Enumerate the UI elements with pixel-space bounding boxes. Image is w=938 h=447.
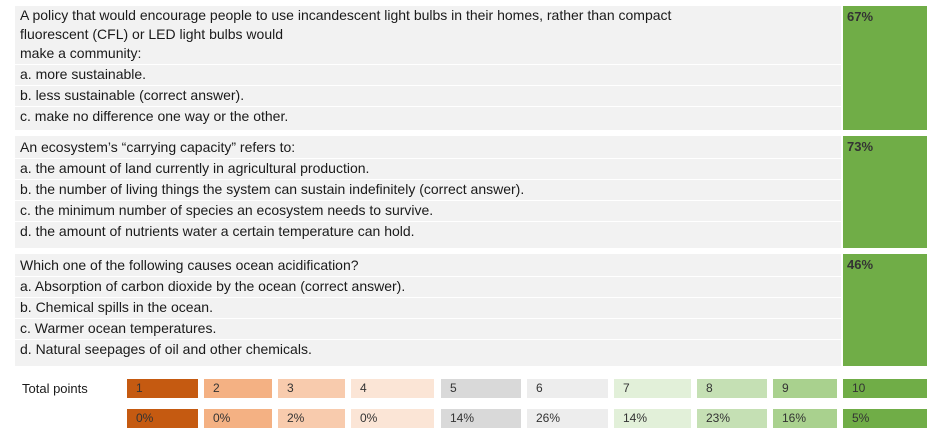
percent-cell-1: 0% [127, 409, 198, 428]
percent-cell-3: 2% [278, 409, 345, 428]
question-3: Which one of the following causes ocean … [15, 254, 841, 366]
question-2-option-d: d. the amount of nutrients water a certa… [20, 223, 415, 239]
question-3-option-b: b. Chemical spills in the ocean. [15, 298, 841, 319]
question-2: An ecosystem’s “carrying capacity” refer… [15, 136, 841, 248]
points-cell-2: 2 [204, 379, 272, 398]
points-cell-7: 7 [614, 379, 691, 398]
question-1-option-b: b. less sustainable (correct answer). [15, 86, 841, 107]
percent-cell-10: 5% [843, 409, 927, 428]
points-cell-6: 6 [527, 379, 608, 398]
question-1-line: make a community: [15, 44, 841, 65]
question-1-percent: 67% [843, 6, 927, 130]
question-1: A policy that would encourage people to … [15, 6, 841, 130]
total-points-label: Total points [22, 381, 88, 396]
question-3-option-d: d. Natural seepages of oil and other che… [20, 341, 312, 357]
question-1-line: A policy that would encourage people to … [20, 7, 672, 23]
percent-cell-9: 16% [773, 409, 837, 428]
question-3-prompt: Which one of the following causes ocean … [15, 254, 841, 277]
percent-cell-7: 14% [614, 409, 691, 428]
points-cell-8: 8 [697, 379, 767, 398]
percent-cell-4: 0% [351, 409, 434, 428]
points-cell-10: 10 [843, 379, 927, 398]
percent-cell-5: 14% [441, 409, 521, 428]
percent-cell-6: 26% [527, 409, 608, 428]
question-2-option-b: b. the number of living things the syste… [15, 180, 841, 201]
question-3-option-a: a. Absorption of carbon dioxide by the o… [15, 277, 841, 298]
points-cell-4: 4 [351, 379, 434, 398]
points-cell-3: 3 [278, 379, 345, 398]
question-2-percent: 73% [843, 136, 927, 248]
percent-cell-2: 0% [204, 409, 272, 428]
question-1-option-c: c. make no difference one way or the oth… [20, 108, 289, 124]
points-cell-5: 5 [441, 379, 521, 398]
points-cell-1: 1 [127, 379, 198, 398]
question-3-percent: 46% [843, 254, 927, 366]
question-2-option-a: a. the amount of land currently in agric… [15, 159, 841, 180]
points-cell-9: 9 [773, 379, 837, 398]
question-2-prompt: An ecosystem’s “carrying capacity” refer… [15, 136, 841, 159]
question-1-line: fluorescent (CFL) or LED light bulbs wou… [20, 26, 284, 42]
question-3-option-c: c. Warmer ocean temperatures. [15, 319, 841, 340]
question-1-option-a: a. more sustainable. [15, 65, 841, 86]
question-2-option-c: c. the minimum number of species an ecos… [15, 201, 841, 222]
percent-cell-8: 23% [697, 409, 767, 428]
